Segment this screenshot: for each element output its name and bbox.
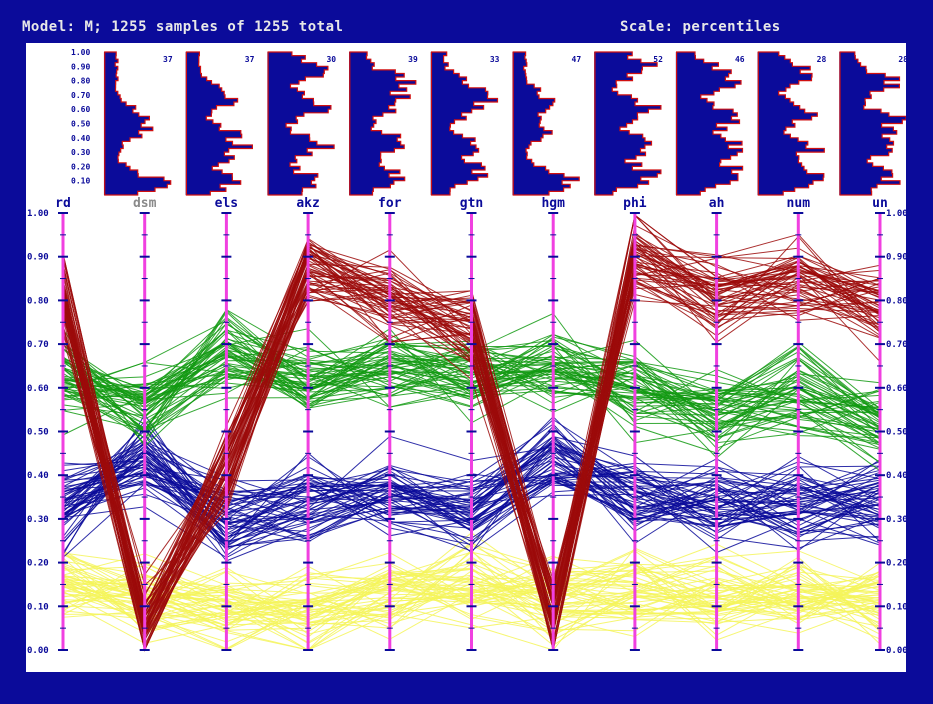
y-tick-label-right: 0.40 xyxy=(886,471,906,481)
histogram-dsm: 37 xyxy=(103,51,173,196)
histogram-for: 39 xyxy=(349,51,418,196)
hist-max-label: 52 xyxy=(653,55,663,64)
histogram-phi: 52 xyxy=(594,51,663,196)
y-tick-label-left: 0.60 xyxy=(27,384,49,394)
y-tick-label-left: 0.70 xyxy=(27,340,49,350)
axis-label: akz xyxy=(296,196,319,211)
hist-tick-label: 0.70 xyxy=(71,91,90,100)
axis-rd[interactable]: rd xyxy=(55,196,71,651)
header-bar: Model: M; 1255 samples of 1255 total Sca… xyxy=(0,0,933,40)
hist-max-label: 30 xyxy=(326,55,336,64)
hist-tick-label: 0.30 xyxy=(71,148,90,157)
y-tick-label-left: 0.90 xyxy=(27,253,49,263)
axis-for[interactable]: for xyxy=(378,196,402,651)
histogram-layer: 0.10 0.20 0.30 0.40 0.50 0.60 0.70 0.80 0.90 1.00… xyxy=(71,48,906,196)
hist-tick-label: 0.80 xyxy=(71,77,90,86)
hist-bars xyxy=(185,51,253,196)
hist-max-label: 28 xyxy=(817,55,827,64)
hist-max-label: 39 xyxy=(408,55,418,64)
hist-max-label: 46 xyxy=(735,55,745,64)
histogram-num: 28 xyxy=(757,51,827,196)
axis-dsm[interactable]: dsm xyxy=(133,196,157,651)
y-tick-label-right: 0.00 xyxy=(886,646,906,656)
axis-phi[interactable]: phi xyxy=(623,196,647,651)
y-tick-label-right: 0.50 xyxy=(886,428,906,438)
parallel-coordinates-plot[interactable]: rd dsm els akz for gtn hgm phi ah num un 0.00 0.00 0.… xyxy=(26,43,906,672)
y-tick-label-right: 0.10 xyxy=(886,602,906,612)
hist-tick-label: 0.60 xyxy=(71,105,90,114)
axis-gtn[interactable]: gtn xyxy=(460,196,483,651)
hist-tick-label: 0.90 xyxy=(71,62,90,71)
axis-label: dsm xyxy=(133,196,157,211)
axis-hgm[interactable]: hgm xyxy=(541,196,565,651)
y-tick-label-left: 0.80 xyxy=(27,296,49,306)
histogram-els: 37 xyxy=(185,51,255,196)
axis-label: for xyxy=(378,196,402,211)
histogram-un: 28 xyxy=(839,51,906,196)
axis-label: rd xyxy=(55,196,71,211)
histogram-gtn: 33 xyxy=(430,51,500,196)
histogram-ah: 46 xyxy=(675,51,745,196)
hist-max-label: 37 xyxy=(245,55,255,64)
y-tick-label-right: 0.80 xyxy=(886,296,906,306)
hist-bars xyxy=(839,51,906,196)
hist-bars xyxy=(757,51,825,196)
y-tick-label-left: 0.40 xyxy=(27,471,49,481)
axis-un[interactable]: un xyxy=(872,196,888,651)
y-tick-label-left: 1.00 xyxy=(27,209,49,219)
axis-akz[interactable]: akz xyxy=(296,196,320,651)
axis-num[interactable]: num xyxy=(787,196,811,651)
hist-bars xyxy=(349,51,417,196)
y-tick-label-right: 0.20 xyxy=(886,559,906,569)
axis-label: els xyxy=(215,196,238,211)
y-tick-label-right: 0.30 xyxy=(886,515,906,525)
hist-tick-label: 0.50 xyxy=(71,120,90,129)
axis-label: ah xyxy=(709,196,725,211)
hist-bars xyxy=(675,51,744,196)
axis-label: gtn xyxy=(460,196,483,211)
histogram-akz: 30 xyxy=(267,51,336,196)
hist-tick-label: 1.00 xyxy=(71,48,90,57)
hist-tick-label: 0.10 xyxy=(71,177,90,186)
y-tick-label-left: 0.50 xyxy=(27,428,49,438)
hist-tick-label: 0.20 xyxy=(71,162,90,171)
hist-tick-label: 0.40 xyxy=(71,134,90,143)
axes-layer: rd dsm els akz for gtn hgm phi ah num un 0.00 0.00 0.… xyxy=(27,196,906,656)
hist-bars xyxy=(594,51,662,196)
axis-ah[interactable]: ah xyxy=(709,196,725,651)
hist-bars xyxy=(267,51,335,196)
y-tick-label-left: 0.00 xyxy=(27,646,49,656)
y-tick-label-right: 0.90 xyxy=(886,253,906,263)
axis-label: phi xyxy=(623,196,647,211)
model-title: Model: M; 1255 samples of 1255 total xyxy=(22,19,344,35)
y-tick-label-right: 0.70 xyxy=(886,340,906,350)
hist-max-label: 33 xyxy=(490,55,500,64)
histogram-hgm: 47 xyxy=(512,51,582,196)
hist-max-label: 28 xyxy=(898,55,906,64)
y-tick-label-left: 0.10 xyxy=(27,602,49,612)
hist-bars xyxy=(104,51,172,196)
axis-els[interactable]: els xyxy=(215,196,238,651)
y-tick-label-right: 1.00 xyxy=(886,209,906,219)
axis-label: hgm xyxy=(541,196,565,211)
hist-max-label: 37 xyxy=(163,55,173,64)
hist-max-label: 47 xyxy=(572,55,582,64)
hist-bars xyxy=(512,51,580,196)
scale-label: Scale: percentiles xyxy=(620,19,781,35)
axis-label: num xyxy=(787,196,811,211)
hist-bars xyxy=(430,51,499,196)
axis-label: un xyxy=(872,196,888,211)
y-tick-label-right: 0.60 xyxy=(886,384,906,394)
y-tick-label-left: 0.30 xyxy=(27,515,49,525)
y-tick-label-left: 0.20 xyxy=(27,559,49,569)
